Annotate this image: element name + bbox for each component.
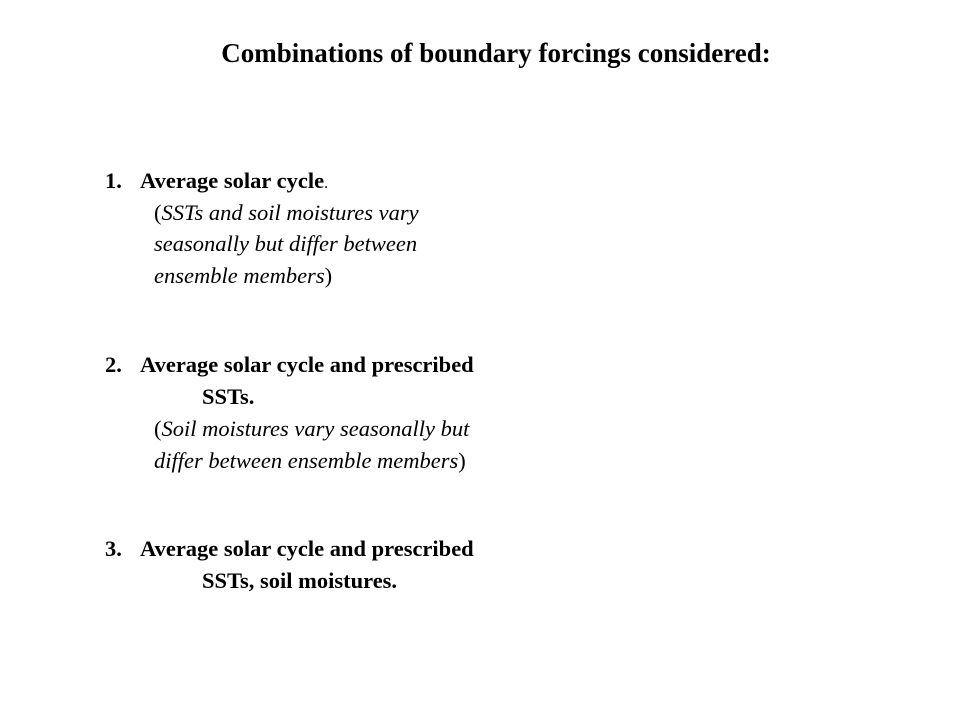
slide-title: Combinations of boundary forcings consid… — [221, 38, 771, 68]
item-note-line: ensemble members) — [154, 262, 332, 290]
item-heading-line: Average solar cycle and prescribed — [140, 352, 474, 377]
item-note-line: seasonally but differ between — [154, 231, 418, 256]
item-note-line: differ between ensemble members) — [154, 447, 466, 475]
note-text: differ between ensemble members — [154, 448, 459, 473]
item-heading-suffix: . — [324, 175, 329, 192]
note-text: Soil moistures vary seasonally but — [161, 416, 470, 441]
item-number: 1. — [105, 168, 122, 193]
paren-open: ( — [154, 416, 162, 441]
item-note-line: (SSTs and soil moistures vary — [154, 199, 419, 227]
note-text: SSTs and soil moistures vary — [161, 200, 419, 225]
item-number: 3. — [105, 536, 122, 561]
item-heading-line: SSTs. — [202, 384, 255, 409]
item-heading-line: Average solar cycle and prescribed — [140, 536, 474, 561]
item-heading-line: Average solar cycle. — [140, 167, 328, 198]
item-heading: Average solar cycle — [140, 168, 325, 193]
item-number: 2. — [105, 352, 122, 377]
note-text: ensemble members — [154, 263, 325, 288]
item-heading-line: SSTs, soil moistures. — [202, 568, 398, 593]
item-note-line: (Soil moistures vary seasonally but — [154, 415, 469, 443]
paren-close: ) — [458, 448, 466, 473]
paren-open: ( — [154, 200, 162, 225]
paren-close: ) — [324, 263, 333, 288]
